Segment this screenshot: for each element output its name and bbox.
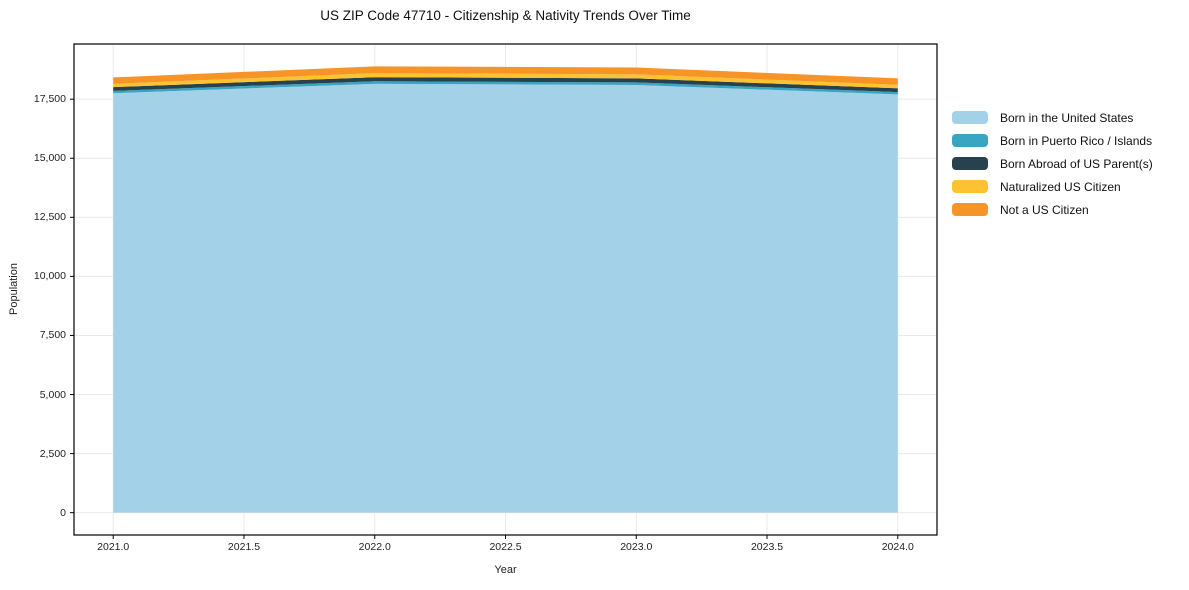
x-tick-label: 2022.5 (489, 541, 522, 553)
x-tick-label: 2023.5 (750, 541, 784, 553)
legend-item: Born in the United States (952, 106, 1153, 129)
y-tick-label: 5,000 (39, 388, 66, 401)
x-tick-label: 2021.5 (227, 541, 261, 553)
area-series (113, 83, 898, 513)
legend-swatch (952, 180, 988, 193)
y-tick-label: 0 (60, 506, 66, 519)
x-tick-label: 2024.0 (881, 541, 914, 553)
y-tick-label: 10,000 (33, 270, 66, 283)
legend: Born in the United States Born in Puerto … (952, 106, 1153, 221)
area-series (113, 77, 898, 93)
chart-title: US ZIP Code 47710 - Citizenship & Nativi… (320, 8, 691, 23)
legend-swatch (952, 203, 988, 216)
area-series (113, 81, 898, 95)
y-tick-label: 17,500 (33, 93, 66, 106)
legend-swatch (952, 111, 988, 124)
legend-label: Naturalized US Citizen (1000, 179, 1121, 194)
x-tick-label: 2021.0 (97, 541, 130, 553)
legend-label: Born Abroad of US Parent(s) (1000, 156, 1153, 171)
y-tick-label: 2,500 (39, 447, 66, 460)
legend-swatch (952, 157, 988, 170)
area-series (113, 73, 898, 89)
legend-label: Not a US Citizen (1000, 202, 1089, 217)
x-axis-label: Year (494, 564, 517, 576)
x-tick-label: 2022.0 (358, 541, 391, 553)
y-tick-label: 7,500 (39, 329, 66, 342)
legend-label: Born in the United States (1000, 110, 1134, 125)
legend-swatch (952, 134, 988, 147)
legend-item: Born Abroad of US Parent(s) (952, 152, 1153, 175)
legend-item: Naturalized US Citizen (952, 175, 1153, 198)
legend-item: Born in Puerto Rico / Islands (952, 129, 1153, 152)
x-tick-label: 2023.0 (620, 541, 653, 553)
area-series (113, 66, 898, 85)
legend-item: Not a US Citizen (952, 198, 1153, 221)
y-tick-label: 15,000 (33, 152, 66, 165)
legend-label: Born in Puerto Rico / Islands (1000, 133, 1153, 148)
y-tick-label: 12,500 (33, 211, 66, 224)
